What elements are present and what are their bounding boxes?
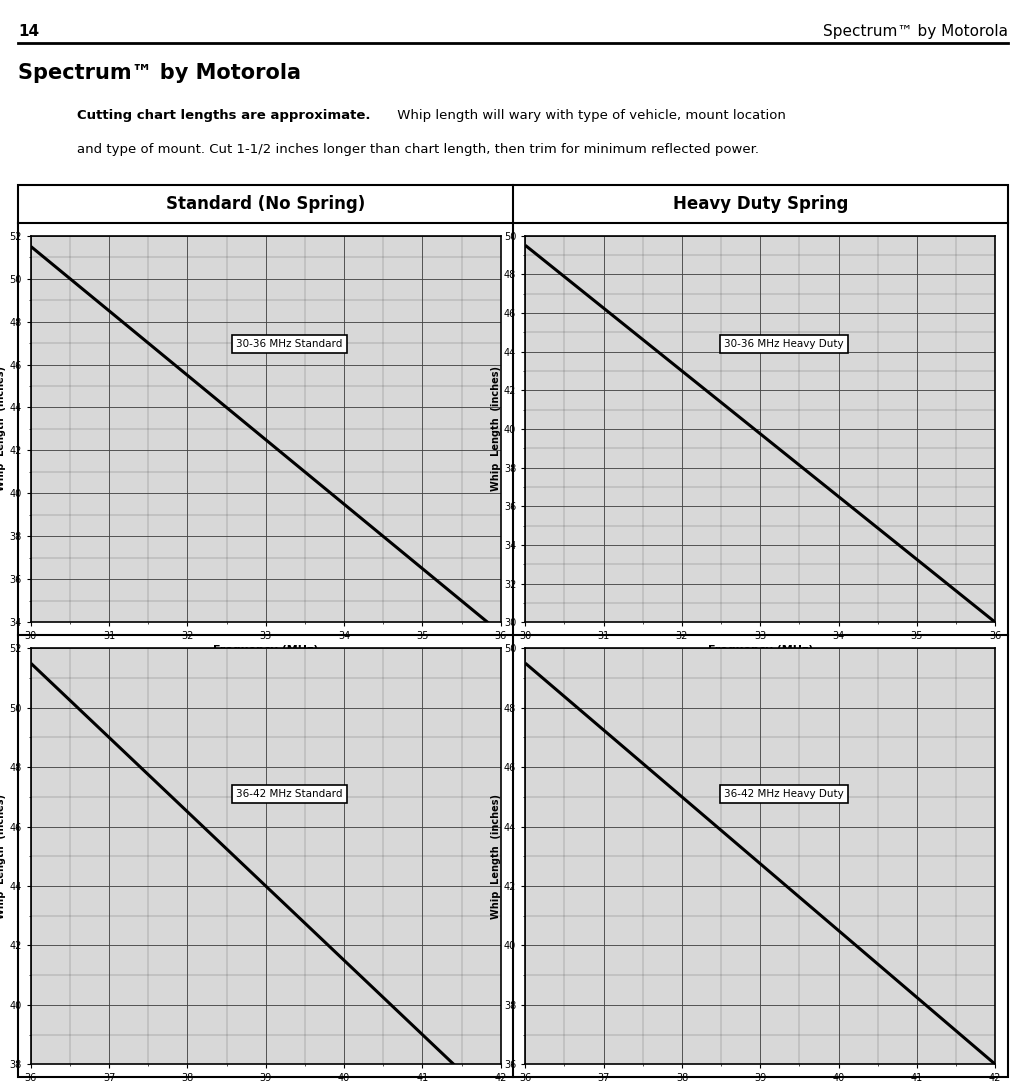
Text: Heavy Duty Spring: Heavy Duty Spring [673, 194, 847, 213]
Text: 14: 14 [18, 24, 40, 39]
Y-axis label: Whip  Length  (inches): Whip Length (inches) [0, 366, 6, 492]
Text: 30-36 MHz Standard: 30-36 MHz Standard [236, 339, 343, 349]
Y-axis label: Whip  Length  (inches): Whip Length (inches) [491, 366, 501, 492]
Text: Spectrum™ by Motorola: Spectrum™ by Motorola [823, 24, 1008, 39]
Text: Cutting chart lengths are approximate.: Cutting chart lengths are approximate. [77, 109, 370, 122]
Text: 36-42 MHz Heavy Duty: 36-42 MHz Heavy Duty [724, 788, 843, 799]
X-axis label: Frequency (MHz): Frequency (MHz) [708, 645, 813, 656]
Text: Spectrum™ by Motorola: Spectrum™ by Motorola [18, 63, 302, 83]
Text: 30-36 MHz Heavy Duty: 30-36 MHz Heavy Duty [724, 339, 843, 349]
X-axis label: Frequency (MHz): Frequency (MHz) [213, 645, 318, 656]
Text: Standard (No Spring): Standard (No Spring) [166, 194, 365, 213]
Text: and type of mount. Cut 1-1/2 inches longer than chart length, then trim for mini: and type of mount. Cut 1-1/2 inches long… [77, 143, 759, 156]
Y-axis label: Whip  Length  (inches): Whip Length (inches) [0, 794, 6, 919]
Text: 36-42 MHz Standard: 36-42 MHz Standard [236, 788, 343, 799]
Y-axis label: Whip  Length  (inches): Whip Length (inches) [491, 794, 501, 919]
Text: Whip length will wary with type of vehicle, mount location: Whip length will wary with type of vehic… [393, 109, 786, 122]
